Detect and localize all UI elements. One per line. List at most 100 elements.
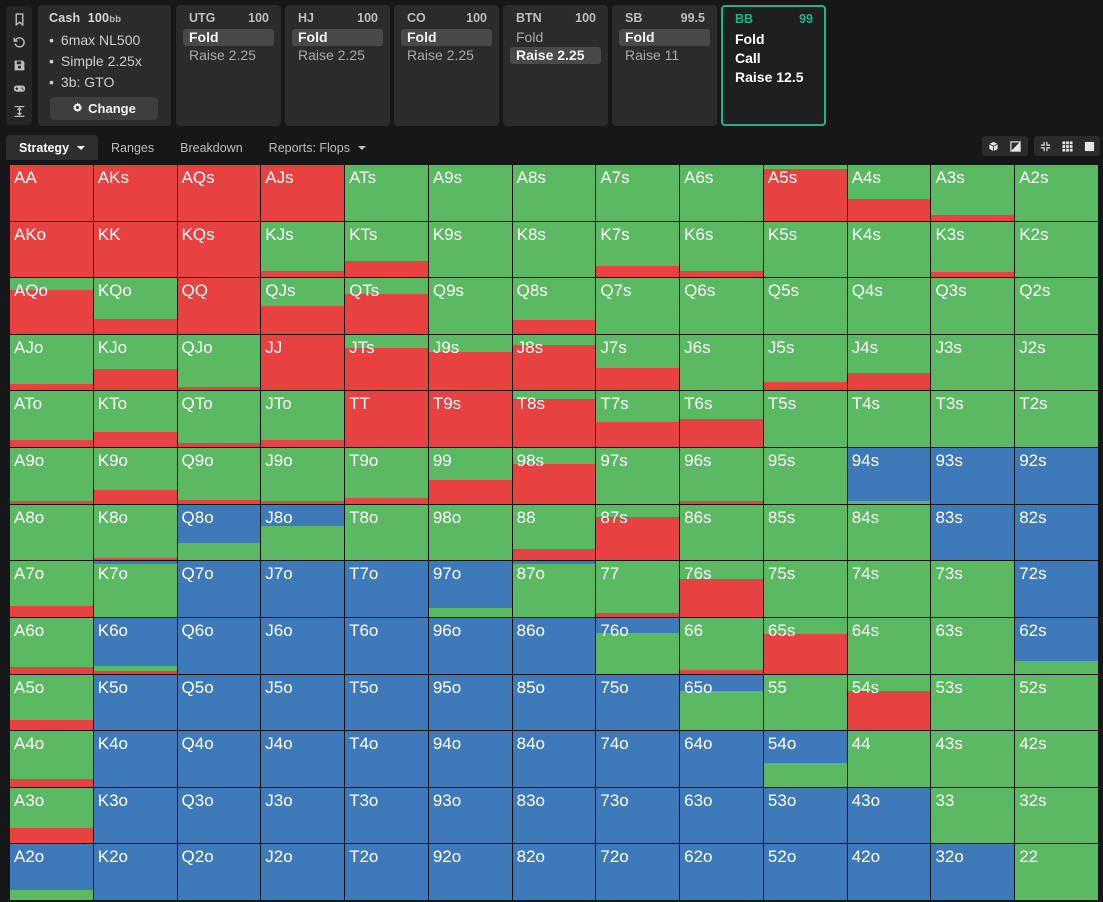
hand-cell[interactable]: J7s [596, 334, 680, 391]
hand-cell[interactable]: T7s [596, 391, 680, 448]
hand-cell[interactable]: T3s [931, 391, 1015, 448]
hand-cell[interactable]: J9s [428, 334, 512, 391]
hand-cell[interactable]: T2o [345, 844, 428, 900]
hand-cell[interactable]: A4o [10, 731, 93, 787]
hand-cell[interactable]: 93s [931, 448, 1015, 504]
hand-cell[interactable]: Q8s [512, 278, 596, 334]
action-option[interactable]: Raise 11 [625, 47, 680, 63]
position-card-utg[interactable]: UTG 100 Fold Raise 2.25 [176, 5, 281, 126]
hand-cell[interactable]: JJ [261, 334, 345, 391]
hand-cell[interactable]: AJo [10, 334, 93, 391]
gamepad-icon[interactable] [11, 81, 27, 97]
hand-cell[interactable]: 63o [680, 787, 763, 844]
hand-cell[interactable]: KQo [93, 278, 177, 334]
hand-cell[interactable]: A2s [1015, 165, 1098, 221]
hand-cell[interactable]: A7o [10, 561, 93, 617]
hand-cell[interactable]: Q9s [428, 278, 512, 334]
hand-cell[interactable]: J7o [261, 561, 345, 617]
hand-cell[interactable]: QTs [345, 278, 428, 334]
action-option[interactable]: Raise 2.25 [407, 47, 474, 63]
hand-cell[interactable]: K9s [428, 221, 512, 278]
hand-cell[interactable]: QQ [177, 278, 261, 334]
hand-cell[interactable]: 65s [763, 617, 847, 674]
hand-cell[interactable]: 96s [680, 448, 763, 504]
hand-cell[interactable]: K2o [93, 844, 177, 900]
hand-cell[interactable]: 64s [847, 617, 931, 674]
tab-reports-flops[interactable]: Reports: Flops [256, 135, 379, 160]
hand-cell[interactable]: T6o [345, 617, 428, 674]
hand-cell[interactable]: 77 [596, 561, 680, 617]
hand-cell[interactable]: K2s [1015, 221, 1098, 278]
hand-cell[interactable]: K9o [93, 448, 177, 504]
hand-cell[interactable]: AKo [10, 221, 93, 278]
hand-cell[interactable]: 63s [931, 617, 1015, 674]
hand-cell[interactable]: 42s [1015, 731, 1098, 787]
hand-cell[interactable]: A7s [596, 165, 680, 221]
hand-cell[interactable]: ATs [345, 165, 428, 221]
hand-cell[interactable]: J5o [261, 674, 345, 731]
hand-cell[interactable]: K8o [93, 504, 177, 561]
hand-cell[interactable]: T4o [345, 731, 428, 787]
hand-cell[interactable]: 95o [428, 674, 512, 731]
hand-cell[interactable]: T6s [680, 391, 763, 448]
hand-cell[interactable]: A3s [931, 165, 1015, 221]
action-option[interactable]: Fold [292, 29, 383, 46]
hand-cell[interactable]: A9s [428, 165, 512, 221]
hand-cell[interactable]: T8o [345, 504, 428, 561]
hand-cell[interactable]: J3s [931, 334, 1015, 391]
hand-cell[interactable]: 92o [428, 844, 512, 900]
hand-cell[interactable]: 64o [680, 731, 763, 787]
hand-cell[interactable]: 75o [596, 674, 680, 731]
hand-cell[interactable]: Q5s [763, 278, 847, 334]
hand-cell[interactable]: QJo [177, 334, 261, 391]
hand-cell[interactable]: KJs [261, 221, 345, 278]
hand-cell[interactable]: 95s [763, 448, 847, 504]
hand-cell[interactable]: AKs [93, 165, 177, 221]
hand-cell[interactable]: Q3o [177, 787, 261, 844]
hand-cell[interactable]: 93o [428, 787, 512, 844]
hand-cell[interactable]: K8s [512, 221, 596, 278]
position-card-co[interactable]: CO 100 Fold Raise 2.25 [394, 5, 499, 126]
action-option[interactable]: Raise 2.25 [189, 47, 256, 63]
hand-cell[interactable]: 75s [763, 561, 847, 617]
hand-cell[interactable]: A2o [10, 844, 93, 900]
hand-cell[interactable]: Q3s [931, 278, 1015, 334]
hand-cell[interactable]: KTs [345, 221, 428, 278]
change-button[interactable]: Change [50, 97, 158, 120]
hand-cell[interactable]: 83o [512, 787, 596, 844]
hand-cell[interactable]: 52o [763, 844, 847, 900]
position-card-btn[interactable]: BTN 100 Fold Raise 2.25 [503, 5, 608, 126]
hand-cell[interactable]: 74o [596, 731, 680, 787]
hand-cell[interactable]: 73o [596, 787, 680, 844]
hand-cell[interactable]: ATo [10, 391, 93, 448]
save-icon[interactable] [11, 58, 27, 74]
hand-cell[interactable]: 82o [512, 844, 596, 900]
action-option[interactable]: Fold [183, 29, 274, 46]
hand-cell[interactable]: 86o [512, 617, 596, 674]
hand-cell[interactable]: A4s [847, 165, 931, 221]
hand-cell[interactable]: 96o [428, 617, 512, 674]
hand-cell[interactable]: 94s [847, 448, 931, 504]
hand-cell[interactable]: JTo [261, 391, 345, 448]
hand-cell[interactable]: AQo [10, 278, 93, 334]
hand-cell[interactable]: K3s [931, 221, 1015, 278]
hand-cell[interactable]: 97o [428, 561, 512, 617]
hand-cell[interactable]: KTo [93, 391, 177, 448]
history-icon[interactable] [11, 35, 27, 51]
hand-cell[interactable]: T7o [345, 561, 428, 617]
action-option[interactable]: Raise 12.5 [735, 69, 804, 85]
hand-cell[interactable]: A5o [10, 674, 93, 731]
hand-cell[interactable]: K4o [93, 731, 177, 787]
hand-cell[interactable]: AA [10, 165, 93, 221]
hand-cell[interactable]: J2s [1015, 334, 1098, 391]
action-option[interactable]: Raise 2.25 [298, 47, 365, 63]
hand-cell[interactable]: 94o [428, 731, 512, 787]
action-option[interactable]: Call [735, 50, 761, 66]
hand-cell[interactable]: K4s [847, 221, 931, 278]
hand-cell[interactable]: T3o [345, 787, 428, 844]
hand-cell[interactable]: Q9o [177, 448, 261, 504]
hand-cell[interactable]: Q5o [177, 674, 261, 731]
hand-cell[interactable]: K3o [93, 787, 177, 844]
hand-cell[interactable]: Q8o [177, 504, 261, 561]
hand-cell[interactable]: 52s [1015, 674, 1098, 731]
